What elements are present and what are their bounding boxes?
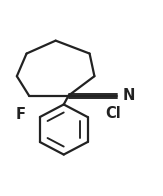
Text: F: F: [15, 107, 25, 122]
Text: N: N: [123, 88, 135, 103]
Text: Cl: Cl: [105, 106, 121, 121]
